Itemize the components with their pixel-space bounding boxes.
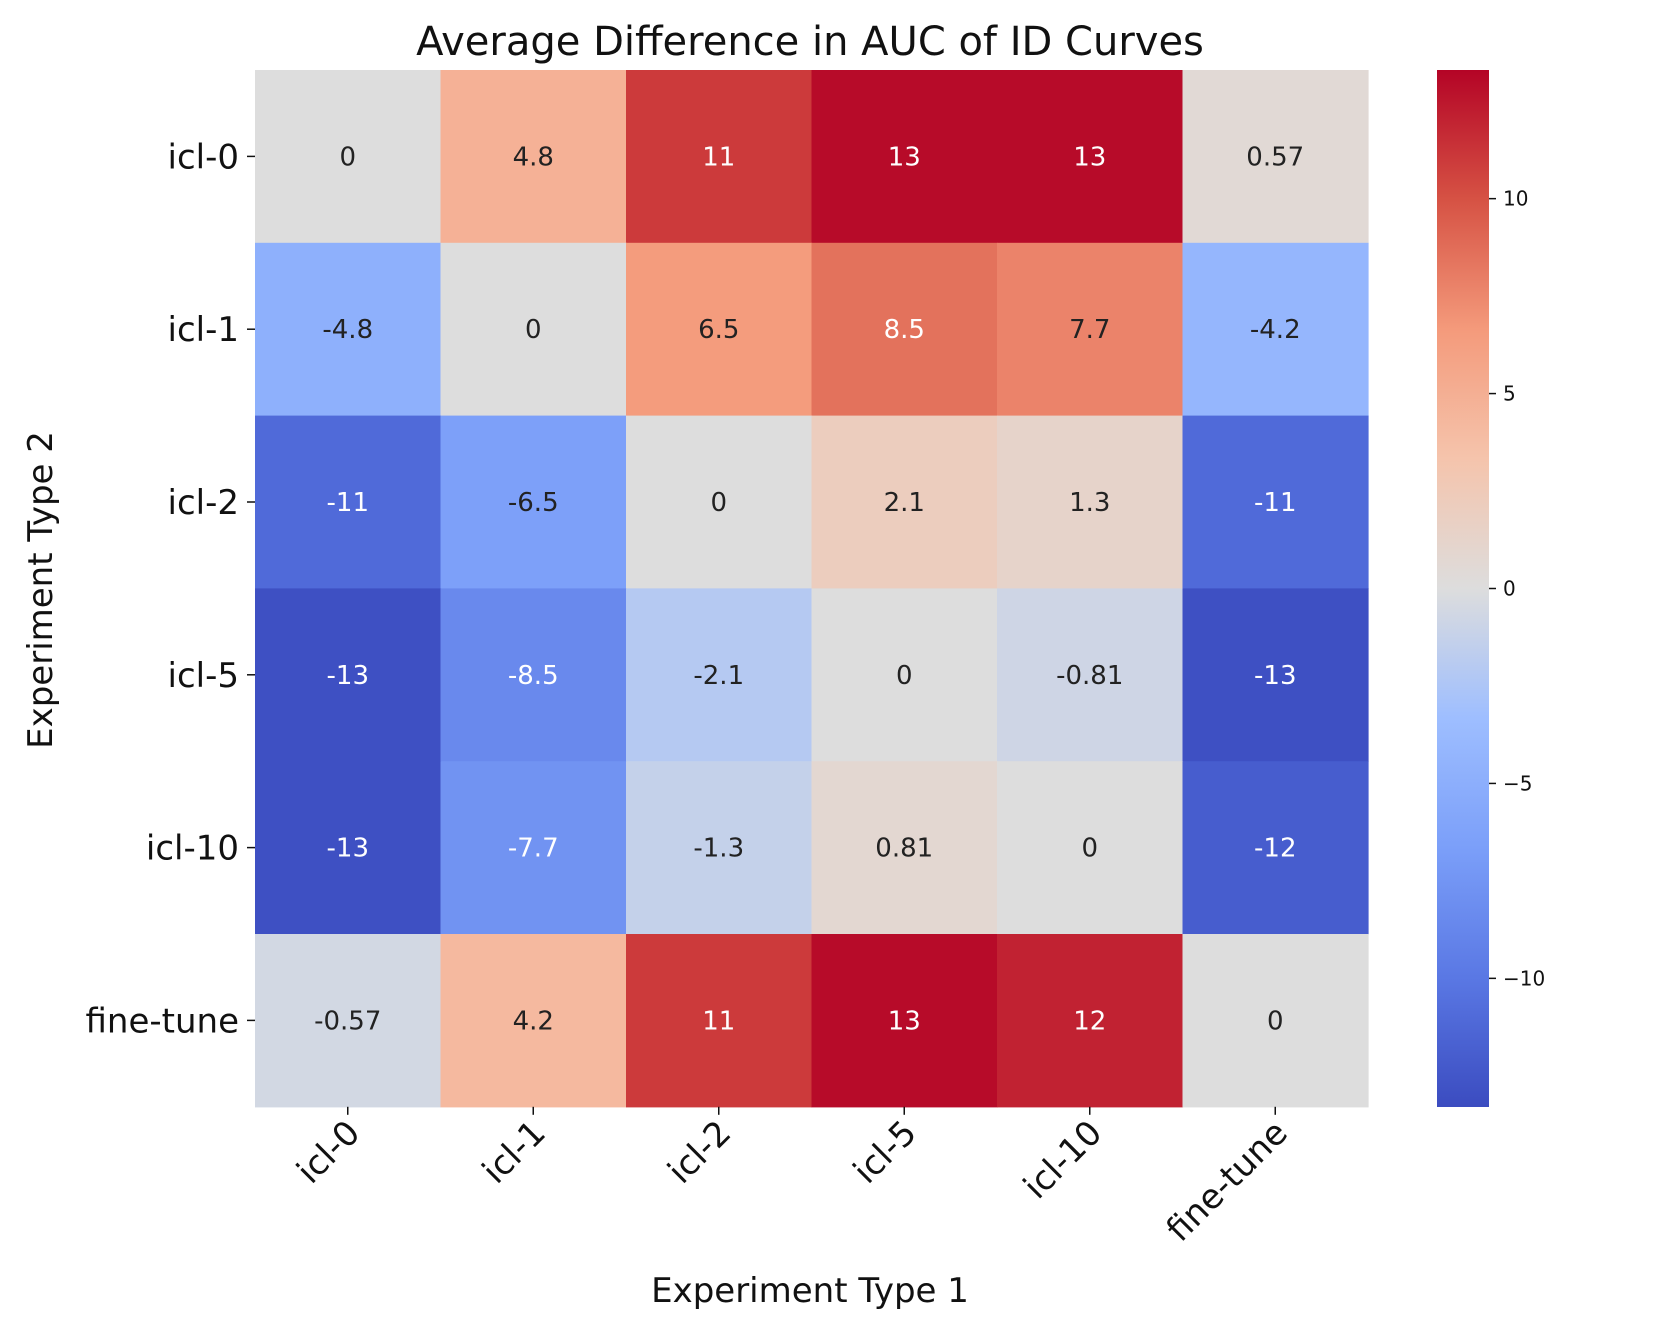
heatmap-cell: [626, 588, 813, 762]
heatmap-cell: [1182, 761, 1369, 935]
cell-value-label: 0: [710, 488, 727, 518]
heatmap-cell: [997, 242, 1184, 417]
heatmap-cell: [811, 70, 998, 244]
x-axis-ticks: icl-0 icl-1 icl-2 icl-5 icl-10 fine-tune: [289, 1106, 1296, 1250]
heatmap-cell: [255, 415, 442, 589]
heatmap-cell: [440, 70, 627, 244]
heatmap-cell: [626, 934, 813, 1108]
cell-value-label: -12: [1254, 834, 1296, 864]
chart-title: Average Difference in AUC of ID Curves: [416, 19, 1204, 65]
colorbar-tick-label: 10: [1503, 187, 1528, 211]
colorbar-tick-label: 0: [1503, 577, 1516, 601]
colorbar-tick-label: −5: [1503, 771, 1532, 795]
cell-value-label: 12: [1073, 1006, 1106, 1036]
cell-value-label: -13: [327, 661, 369, 691]
x-axis-label: Experiment Type 1: [651, 1271, 969, 1311]
heatmap-cell: [440, 242, 627, 417]
heatmap-cell: [811, 934, 998, 1108]
cell-value-label: -6.5: [508, 488, 559, 518]
heatmap-cell: [255, 242, 442, 417]
y-axis-label: Experiment Type 2: [21, 431, 61, 749]
y-axis-ticks: icl-0 icl-1 icl-2 icl-5 icl-10 fine-tune: [86, 137, 255, 1041]
colorbar: [1437, 70, 1489, 1107]
heatmap-cell: [811, 415, 998, 589]
heatmap-cell: [626, 70, 813, 244]
cell-value-label: 11: [702, 142, 735, 172]
cell-value-label: -11: [327, 488, 369, 518]
cell-value-label: 4.8: [513, 142, 554, 172]
cell-value-label: -4.8: [322, 315, 373, 345]
heatmap-cell: [255, 588, 442, 762]
colorbar-tick-label: 5: [1503, 382, 1516, 406]
y-tick-label: icl-5: [168, 656, 240, 696]
y-tick-label: fine-tune: [86, 1001, 240, 1041]
cell-value-label: 13: [888, 142, 921, 172]
heatmap-cell: [1182, 415, 1369, 589]
cell-value-label: -11: [1254, 488, 1296, 518]
cell-value-label: -0.57: [314, 1006, 381, 1036]
heatmap-cell: [440, 761, 627, 935]
cell-value-label: 6.5: [698, 315, 739, 345]
heatmap-cell: [997, 415, 1184, 589]
heatmap-cell: [1182, 588, 1369, 762]
heatmap-cell: [626, 242, 813, 417]
cell-value-label: 0.81: [875, 834, 933, 864]
y-tick-label: icl-2: [168, 483, 240, 523]
heatmap-cells: 0 4.8 11 13 13 0.57 -4.8 0 6.5 8.5 7.7 -4.2 -11 -6.5 0…: [255, 70, 1369, 1108]
y-tick-label: icl-0: [168, 137, 240, 177]
x-tick-label: icl-2: [660, 1113, 739, 1192]
cell-value-label: 0: [339, 142, 356, 172]
colorbar-tick-label: −10: [1503, 966, 1545, 990]
cell-value-label: 2.1: [884, 488, 925, 518]
heatmap-cell: [811, 242, 998, 417]
y-tick-label: icl-1: [168, 310, 240, 350]
heatmap-cell: [997, 934, 1184, 1108]
cell-value-label: 4.2: [513, 1006, 554, 1036]
heatmap-cell: [255, 70, 442, 244]
x-tick-label: fine-tune: [1159, 1113, 1296, 1250]
colorbar-ticks: 10 5 0 −5 −10: [1489, 187, 1545, 990]
heatmap-cell: [255, 761, 442, 935]
cell-value-label: 8.5: [884, 315, 925, 345]
heatmap-cell: [1182, 70, 1369, 244]
heatmap-cell: [440, 588, 627, 762]
cell-value-label: 0: [896, 661, 913, 691]
x-tick-label: icl-1: [475, 1113, 554, 1192]
cell-value-label: 0: [525, 315, 542, 345]
x-tick-label: icl-5: [846, 1113, 925, 1192]
heatmap-cell: [255, 934, 442, 1108]
cell-value-label: -1.3: [693, 834, 744, 864]
heatmap-cell: [997, 70, 1184, 244]
cell-value-label: 13: [1073, 142, 1106, 172]
x-tick-label: icl-10: [1016, 1113, 1110, 1207]
cell-value-label: 0.57: [1246, 142, 1304, 172]
heatmap-cell: [626, 761, 813, 935]
cell-value-label: -0.81: [1056, 661, 1123, 691]
cell-value-label: -2.1: [693, 661, 744, 691]
heatmap-cell: [997, 761, 1184, 935]
y-tick-label: icl-10: [146, 829, 239, 869]
heatmap-cell: [997, 588, 1184, 762]
heatmap-cell: [626, 415, 813, 589]
x-tick-label: icl-0: [289, 1113, 368, 1192]
cell-value-label: -13: [327, 834, 369, 864]
cell-value-label: 11: [702, 1006, 735, 1036]
heatmap-cell: [1182, 934, 1369, 1108]
cell-value-label: -8.5: [508, 661, 559, 691]
cell-value-label: 0: [1081, 834, 1098, 864]
heatmap-cell: [440, 415, 627, 589]
cell-value-label: 7.7: [1069, 315, 1110, 345]
heatmap-cell: [811, 588, 998, 762]
heatmap-cell: [440, 934, 627, 1108]
heatmap-cell: [1182, 242, 1369, 417]
cell-value-label: 0: [1267, 1006, 1284, 1036]
cell-value-label: 13: [888, 1006, 921, 1036]
cell-value-label: -13: [1254, 661, 1296, 691]
cell-value-label: -4.2: [1250, 315, 1301, 345]
heatmap-cell: [811, 761, 998, 935]
cell-value-label: 1.3: [1069, 488, 1110, 518]
cell-value-label: -7.7: [508, 834, 559, 864]
